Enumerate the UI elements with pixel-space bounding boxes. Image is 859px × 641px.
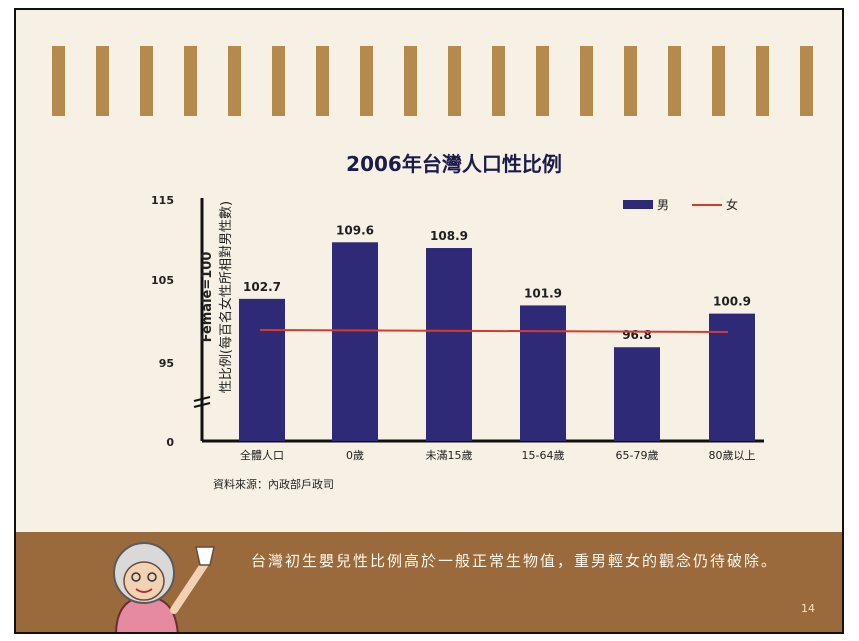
legend: 男 女 (623, 197, 738, 212)
decorative-stripe (668, 46, 681, 116)
y-tick-label: 0 (166, 436, 174, 449)
bar-value-label: 108.9 (430, 229, 468, 243)
decorative-stripe (96, 46, 109, 116)
x-tick-label: 0歲 (346, 448, 364, 462)
axis-break-mark (193, 396, 211, 408)
bar-male (239, 298, 285, 441)
female-reference-line (259, 329, 729, 333)
chart-title: 2006年台灣人口性比例 (346, 152, 562, 176)
bar-value-label: 101.9 (524, 286, 562, 300)
decorative-stripe (492, 46, 505, 116)
caption-text: 台灣初生嬰兒性比例高於一般正常生物值，重男輕女的觀念仍待破除。 (251, 552, 779, 570)
x-tick-label: 全體人口 (240, 448, 284, 462)
bar-male (426, 248, 472, 441)
decorative-stripe (52, 46, 65, 116)
decorative-stripe (360, 46, 373, 116)
x-tick-label: 未滿15歲 (426, 448, 473, 462)
y-tick-label: 105 (151, 274, 174, 287)
bar-male (332, 242, 378, 441)
decorative-stripe (800, 46, 813, 116)
legend-swatch-male (623, 200, 653, 209)
decorative-stripe (140, 46, 153, 116)
page-number: 14 (801, 602, 815, 615)
decorative-stripe (624, 46, 637, 116)
decorative-stripes (52, 46, 813, 116)
decorative-stripe (184, 46, 197, 116)
decorative-stripe (756, 46, 769, 116)
sex-ratio-chart: 2006年台灣人口性比例 115 105 95 0 102.7 全體人口 109.6… (151, 152, 764, 462)
legend-label-male: 男 (657, 198, 669, 212)
decorative-stripe (228, 46, 241, 116)
x-tick-label: 15-64歲 (522, 448, 565, 462)
x-tick-label: 80歲以上 (709, 448, 756, 462)
grandmother-mascot-illustration (113, 542, 215, 632)
decorative-stripe (316, 46, 329, 116)
data-source-note: 資料來源：內政部戶政司 (213, 478, 334, 491)
bar-value-label: 109.6 (336, 223, 374, 237)
decorative-stripe (448, 46, 461, 116)
bar-male (709, 313, 755, 441)
bar-value-label: 102.7 (243, 280, 281, 294)
y-tick-label: 115 (151, 194, 174, 207)
y-axis-label-note: 性比例(每百名女性所相對男性數) (219, 200, 234, 394)
decorative-stripe (272, 46, 285, 116)
y-tick-label: 95 (159, 357, 174, 370)
x-tick-label: 65-79歲 (616, 448, 659, 462)
legend-label-female: 女 (726, 197, 738, 212)
bar-value-label: 96.8 (622, 328, 652, 342)
decorative-stripe (712, 46, 725, 116)
y-axis-label-main: Female=100 (200, 251, 215, 343)
decorative-stripe (580, 46, 593, 116)
bar-series-male: 102.7 全體人口 109.6 0歲 108.9 未滿15歲 101.9 15-64歲 96.… (239, 223, 756, 462)
decorative-stripe (404, 46, 417, 116)
bar-value-label: 100.9 (713, 295, 751, 309)
bar-male (520, 305, 566, 441)
bar-male (614, 347, 660, 441)
page-frame: 2006年台灣人口性比例 115 105 95 0 102.7 全體人口 109.6… (14, 8, 844, 634)
decorative-stripe (536, 46, 549, 116)
y-axis-label: Female=100 性比例(每百名女性所相對男性數) (200, 172, 234, 422)
